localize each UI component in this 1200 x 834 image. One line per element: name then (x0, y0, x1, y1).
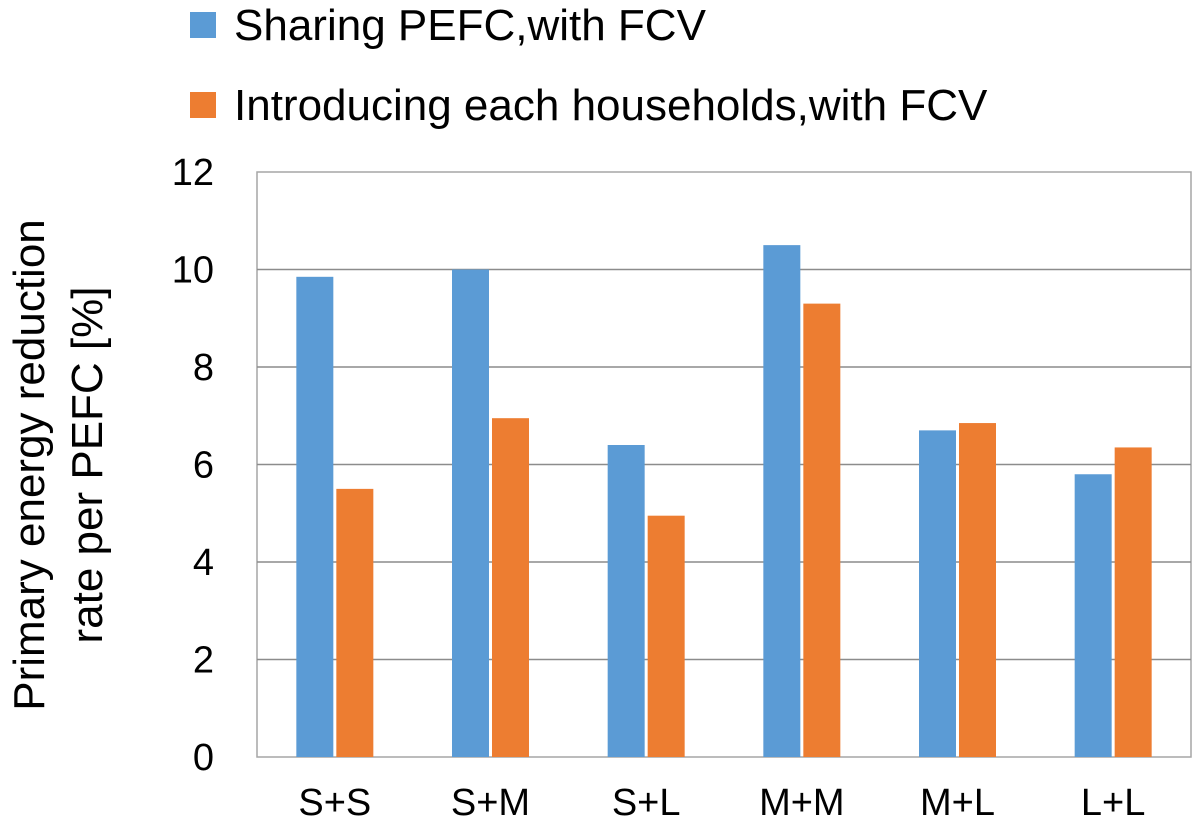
y-axis-title-line-2: rate per PEFC [%] (63, 286, 112, 643)
bar-sharing-M-plus-M (763, 245, 801, 757)
bar-sharing-M-plus-L (919, 430, 956, 757)
y-axis-title-line-1: Primary energy reduction (5, 219, 54, 711)
bar-sharing-S-plus-M (452, 269, 489, 757)
bar-introducing-S-plus-L (647, 515, 685, 757)
x-tick-label-S-plus-M: S+M (451, 782, 530, 824)
x-tick-label-M-plus-M: M+M (759, 782, 845, 824)
y-tick-label-2: 2 (193, 640, 214, 682)
y-tick-label-4: 4 (193, 542, 214, 584)
y-tick-label-10: 10 (172, 250, 214, 292)
bar-introducing-S-plus-S (336, 488, 374, 757)
x-tick-label-S-plus-S: S+S (298, 782, 371, 824)
legend-label-introducing: Introducing each households,with FCV (234, 81, 988, 130)
bar-introducing-S-plus-M (492, 418, 529, 757)
bar-introducing-M-plus-L (959, 423, 996, 757)
legend-label-sharing: Sharing PEFC,with FCV (234, 1, 707, 50)
x-axis-ticks: S+S S+M S+L M+M M+L L+L (298, 782, 1145, 824)
x-tick-label-S-plus-L: S+L (612, 782, 681, 824)
bar-sharing-L-plus-L (1074, 474, 1112, 757)
x-tick-label-L-plus-L: L+L (1081, 782, 1145, 824)
y-tick-label-0: 0 (193, 737, 214, 779)
bar-introducing-M-plus-M (803, 303, 841, 757)
bar-sharing-S-plus-L (607, 445, 645, 757)
bars (296, 245, 1152, 757)
legend-swatch-introducing (190, 92, 216, 118)
y-tick-label-6: 6 (193, 445, 214, 487)
y-axis-title: Primary energy reduction rate per PEFC [… (5, 219, 112, 711)
gridlines (257, 268, 1191, 661)
y-axis-ticks: 0 2 4 6 8 10 12 (172, 152, 214, 779)
y-tick-label-8: 8 (193, 347, 214, 389)
legend: Sharing PEFC,with FCV Introducing each h… (190, 1, 988, 130)
bar-introducing-L-plus-L (1114, 447, 1152, 757)
legend-swatch-sharing (190, 12, 216, 38)
x-tick-label-M-plus-L: M+L (920, 782, 995, 824)
bar-sharing-S-plus-S (296, 276, 334, 757)
y-tick-label-12: 12 (172, 152, 214, 194)
